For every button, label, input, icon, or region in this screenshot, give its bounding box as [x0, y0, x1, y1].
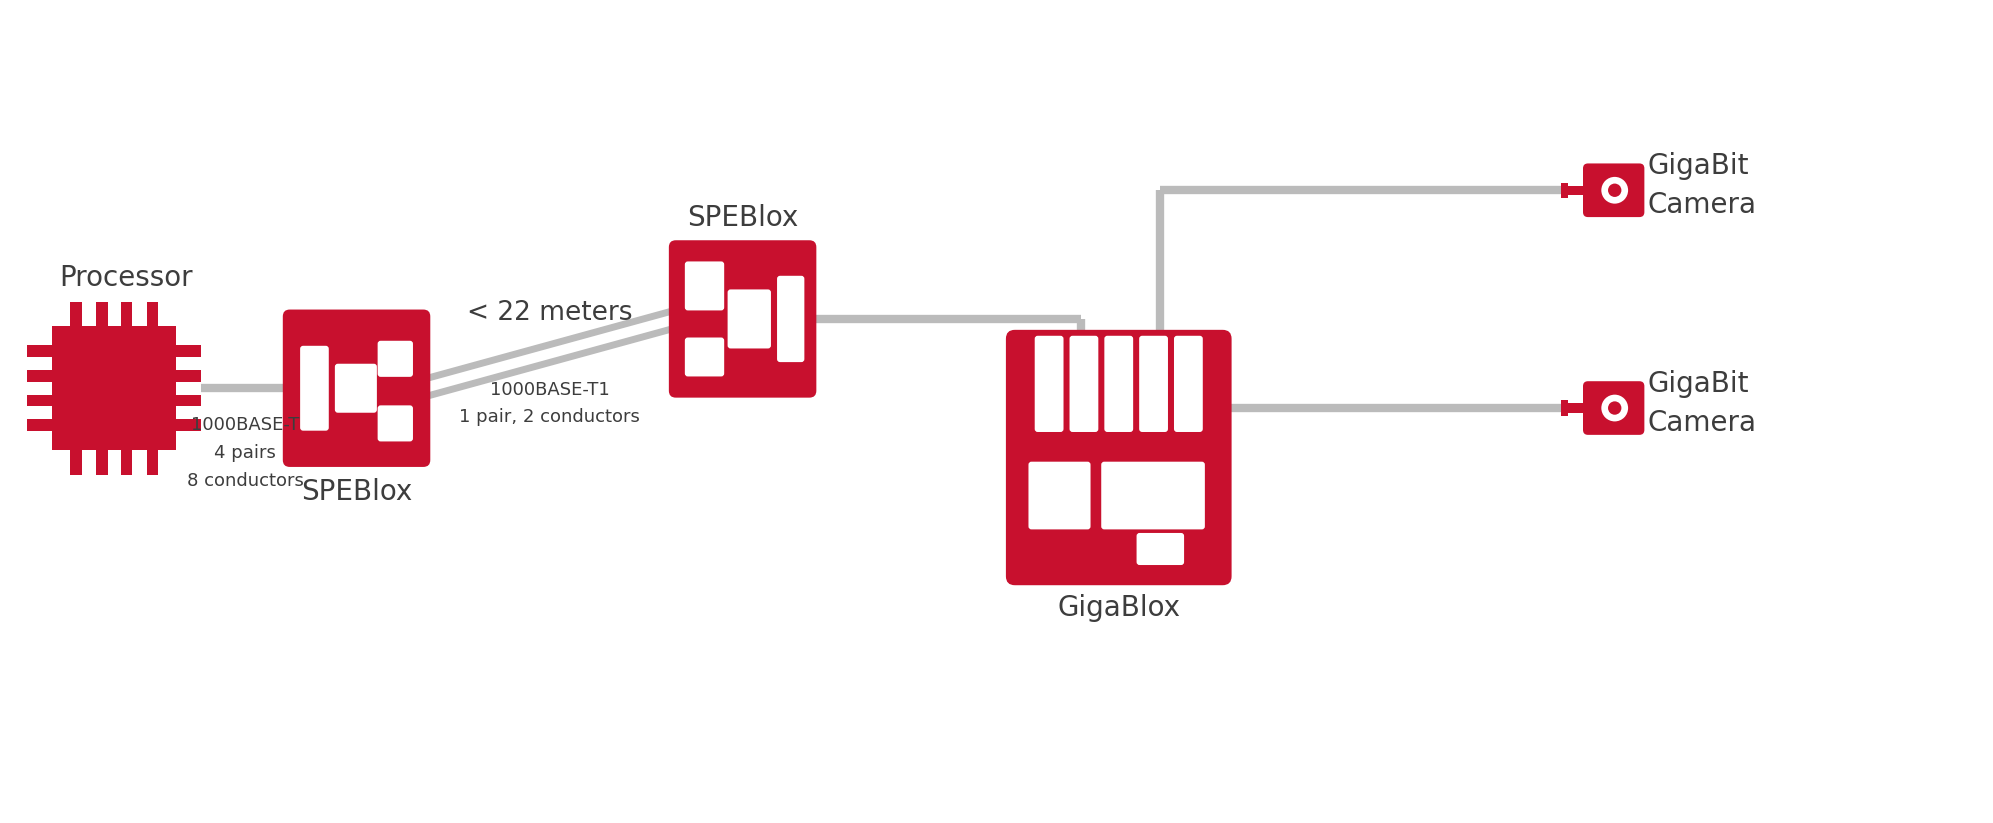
FancyBboxPatch shape: [301, 346, 329, 430]
Text: SPEBlox: SPEBlox: [301, 478, 413, 506]
Bar: [120, 450, 132, 475]
FancyBboxPatch shape: [727, 290, 771, 348]
FancyBboxPatch shape: [1174, 336, 1204, 432]
FancyBboxPatch shape: [1006, 330, 1232, 585]
Bar: [1568, 186, 1588, 195]
FancyBboxPatch shape: [1140, 336, 1168, 432]
Text: 1000BASE-T
4 pairs
8 conductors: 1000BASE-T 4 pairs 8 conductors: [187, 416, 303, 490]
Bar: [175, 395, 201, 407]
FancyBboxPatch shape: [686, 262, 723, 310]
Bar: [70, 450, 82, 475]
Bar: [70, 301, 82, 327]
FancyBboxPatch shape: [670, 240, 817, 398]
Circle shape: [1600, 395, 1628, 421]
Bar: [175, 420, 201, 431]
FancyBboxPatch shape: [1136, 533, 1184, 565]
Bar: [120, 301, 132, 327]
FancyBboxPatch shape: [335, 364, 377, 413]
FancyBboxPatch shape: [1104, 336, 1134, 432]
Bar: [175, 370, 201, 382]
FancyBboxPatch shape: [1028, 462, 1090, 529]
Bar: [1561, 400, 1568, 416]
FancyBboxPatch shape: [686, 337, 723, 376]
Bar: [96, 301, 108, 327]
FancyBboxPatch shape: [777, 276, 805, 362]
Text: GigaBlox: GigaBlox: [1056, 594, 1180, 622]
Bar: [28, 370, 52, 382]
Text: GigaBit
Camera: GigaBit Camera: [1646, 370, 1756, 436]
FancyBboxPatch shape: [377, 341, 413, 377]
FancyBboxPatch shape: [1582, 164, 1644, 217]
FancyBboxPatch shape: [1102, 462, 1206, 529]
Text: < 22 meters: < 22 meters: [466, 300, 632, 326]
Bar: [147, 450, 157, 475]
Text: GigaBit
Camera: GigaBit Camera: [1646, 151, 1756, 219]
FancyBboxPatch shape: [1070, 336, 1098, 432]
Bar: [147, 301, 157, 327]
Bar: [175, 345, 201, 357]
FancyBboxPatch shape: [1034, 336, 1064, 432]
FancyBboxPatch shape: [1582, 381, 1644, 435]
Text: SPEBlox: SPEBlox: [688, 204, 799, 232]
Bar: [96, 450, 108, 475]
Circle shape: [1608, 184, 1622, 197]
Bar: [52, 327, 175, 450]
Bar: [28, 395, 52, 407]
Circle shape: [1600, 177, 1628, 203]
Bar: [28, 345, 52, 357]
FancyBboxPatch shape: [377, 406, 413, 441]
Bar: [1561, 183, 1568, 198]
Bar: [1568, 403, 1588, 412]
Bar: [28, 420, 52, 431]
Text: Processor: Processor: [60, 263, 193, 291]
Circle shape: [1608, 402, 1622, 415]
FancyBboxPatch shape: [283, 309, 430, 467]
Text: 1000BASE-T1
1 pair, 2 conductors: 1000BASE-T1 1 pair, 2 conductors: [458, 381, 640, 425]
